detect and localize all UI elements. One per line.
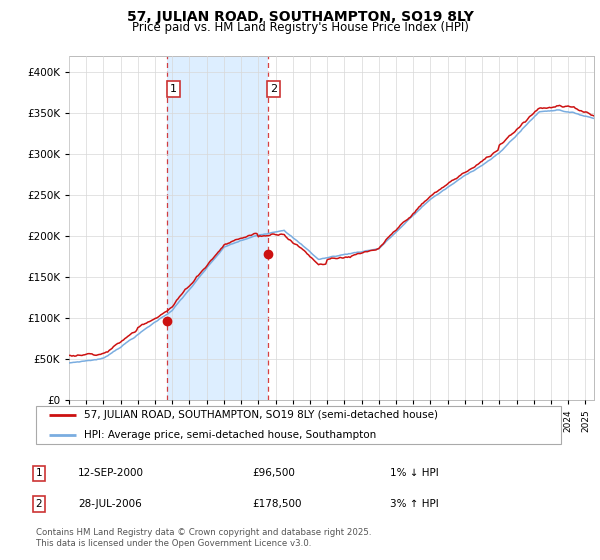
Text: Price paid vs. HM Land Registry's House Price Index (HPI): Price paid vs. HM Land Registry's House …	[131, 21, 469, 34]
Text: 1% ↓ HPI: 1% ↓ HPI	[390, 468, 439, 478]
Text: 2: 2	[35, 499, 43, 509]
Text: 1: 1	[35, 468, 43, 478]
Text: 3% ↑ HPI: 3% ↑ HPI	[390, 499, 439, 509]
Bar	[167, 56, 268, 400]
Text: HPI: Average price, semi-detached house, Southampton: HPI: Average price, semi-detached house,…	[83, 430, 376, 440]
Text: 12-SEP-2000: 12-SEP-2000	[78, 468, 144, 478]
Text: 28-JUL-2006: 28-JUL-2006	[78, 499, 142, 509]
Text: £178,500: £178,500	[252, 499, 302, 509]
FancyBboxPatch shape	[36, 405, 562, 445]
Text: 57, JULIAN ROAD, SOUTHAMPTON, SO19 8LY (semi-detached house): 57, JULIAN ROAD, SOUTHAMPTON, SO19 8LY (…	[83, 410, 437, 420]
Text: 57, JULIAN ROAD, SOUTHAMPTON, SO19 8LY: 57, JULIAN ROAD, SOUTHAMPTON, SO19 8LY	[127, 10, 473, 24]
Text: 2: 2	[270, 84, 277, 94]
Text: 1: 1	[170, 84, 177, 94]
Text: Contains HM Land Registry data © Crown copyright and database right 2025.
This d: Contains HM Land Registry data © Crown c…	[36, 528, 371, 548]
Text: £96,500: £96,500	[252, 468, 295, 478]
